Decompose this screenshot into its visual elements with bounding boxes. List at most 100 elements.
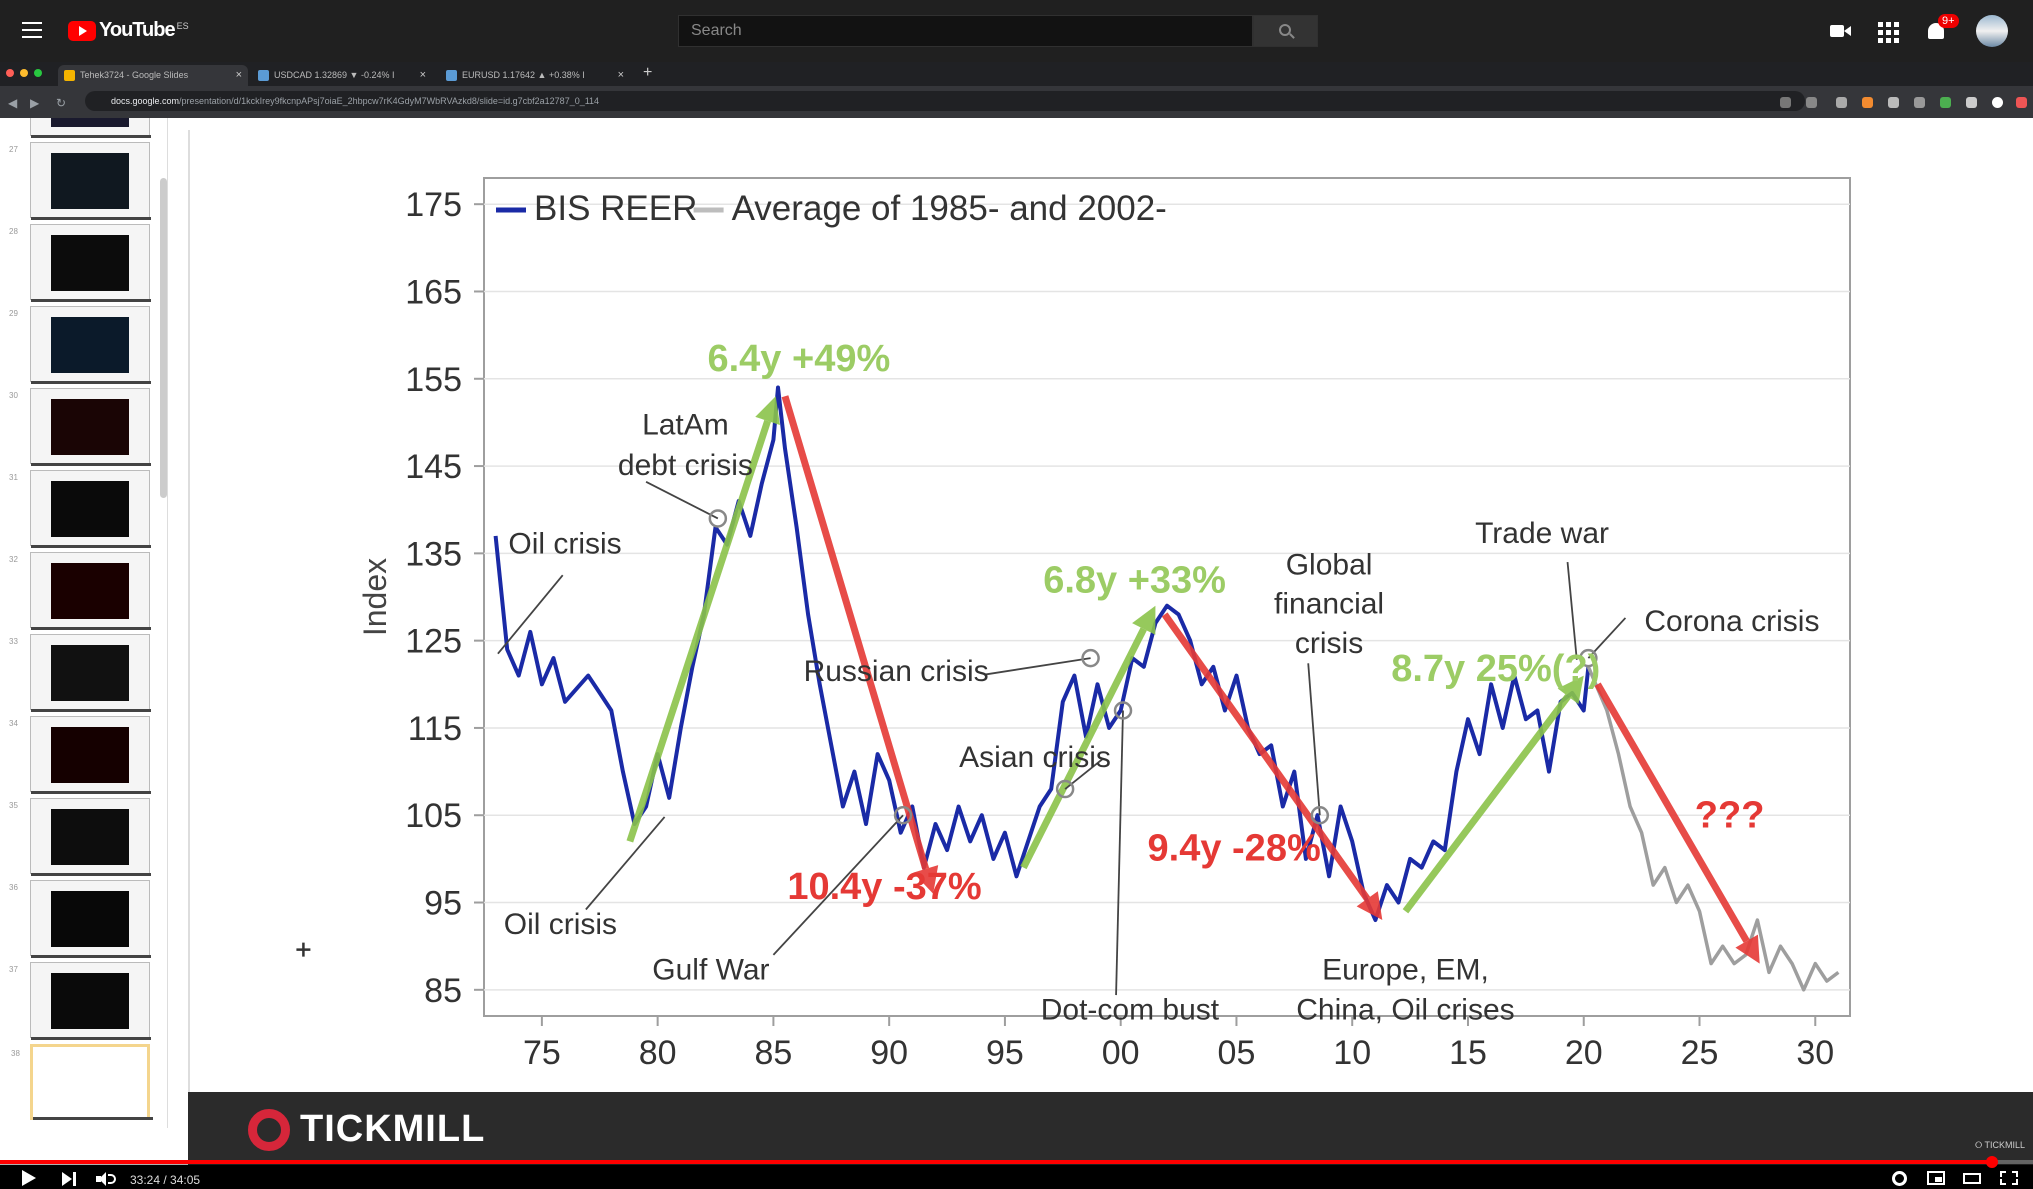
trend-arrow-shaft [1594, 682, 1750, 943]
slide-thumbnail[interactable]: 32 [9, 552, 151, 630]
trend-arrow-head [1132, 605, 1156, 635]
series-line-bis-reer [493, 385, 1591, 922]
thumbnail-preview [51, 973, 129, 1029]
minimize-window-icon[interactable] [20, 69, 28, 77]
slide-thumbnail[interactable]: 28 [9, 224, 151, 302]
close-tab-icon[interactable]: × [617, 69, 624, 81]
close-window-icon[interactable] [6, 69, 14, 77]
slide-thumbnail[interactable]: 37 [9, 962, 151, 1040]
maximize-window-icon[interactable] [34, 69, 42, 77]
extension-icon[interactable] [1836, 97, 1847, 108]
url-path: /presentation/d/1kckIrey9fkcnpAPsj7oiaE_… [179, 96, 600, 106]
slide-thumbnail[interactable]: 38 [11, 1044, 153, 1120]
trend-arrow-head [755, 396, 780, 425]
chart-annotation: ??? [1695, 794, 1765, 836]
annotation-leader-line [1307, 663, 1321, 816]
search-button[interactable] [1253, 15, 1318, 47]
slide-number: 29 [9, 309, 18, 318]
current-time: 33:24 [130, 1173, 161, 1187]
apps-grid-icon[interactable] [1878, 20, 1902, 43]
theater-mode-icon[interactable] [1963, 1173, 1981, 1184]
chart-annotation: China, Oil crises [1296, 993, 1514, 1026]
event-marker [1579, 648, 1598, 668]
menu-icon[interactable] [22, 22, 42, 38]
x-tick-label: 05 [1218, 1034, 1256, 1072]
trend-arrow-shaft [1402, 694, 1571, 914]
extension-icon[interactable] [1966, 97, 1977, 108]
slide-thumbnail[interactable]: 35 [9, 798, 151, 876]
slide-thumbnail[interactable]: 27 [9, 142, 151, 220]
slide-thumbnail[interactable]: 31 [9, 470, 151, 548]
extension-icon[interactable] [1888, 97, 1899, 108]
x-tick-label: 95 [986, 1034, 1024, 1072]
browser-tab[interactable]: USDCAD 1.32869 ▼ -0.24% I × [252, 65, 432, 86]
x-tick-label: 80 [639, 1034, 677, 1072]
youtube-header: YouTube ES Search 9+ [0, 0, 2033, 62]
slide-thumbnail[interactable]: 29 [9, 306, 151, 384]
miniplayer-icon[interactable] [1927, 1171, 1945, 1185]
slide-thumbnail[interactable]: 30 [9, 388, 151, 466]
chart-annotation: Gulf War [652, 953, 769, 986]
annotation-leader-line [1566, 561, 1578, 660]
slide-number: 38 [11, 1049, 20, 1058]
slide-footer: TICKMILL ⭘ TICKMILL [188, 1092, 2033, 1165]
notifications-bell-icon[interactable] [1925, 20, 1949, 42]
progress-bar[interactable] [0, 1156, 2033, 1168]
thumbnail-preview [51, 727, 129, 783]
profile-icon[interactable] [1992, 97, 2003, 108]
annotation-leader-line [585, 816, 666, 911]
install-icon[interactable] [1780, 97, 1791, 108]
extension-icon[interactable] [1862, 97, 1873, 108]
trend-arrow-shaft [626, 419, 771, 843]
mouse-cursor-icon [296, 942, 311, 957]
chart-annotation: Corona crisis [1644, 605, 1819, 638]
plot-frame [483, 177, 1851, 1017]
menu-dots-icon[interactable] [2016, 97, 2027, 108]
new-tab-button[interactable]: + [643, 64, 653, 81]
slide-thumbnail[interactable]: 36 [9, 880, 151, 958]
chart-annotation: Europe, EM, [1322, 953, 1489, 986]
close-tab-icon[interactable]: × [419, 69, 426, 81]
avatar[interactable] [1976, 15, 2008, 47]
slide-thumbnail[interactable]: 26 [30, 118, 151, 138]
browser-tab[interactable]: Tehek3724 - Google Slides × [58, 65, 248, 86]
video-player[interactable]: Tehek3724 - Google Slides × USDCAD 1.3286… [0, 62, 2033, 1165]
next-video-button[interactable] [62, 1172, 78, 1186]
youtube-logo[interactable]: YouTube ES [68, 19, 189, 42]
browser-tab[interactable]: EURUSD 1.17642 ▲ +0.38% I × [440, 65, 630, 86]
trend-arrow-head [1356, 891, 1383, 920]
slide-thumbnail[interactable]: 34 [9, 716, 151, 794]
slide-number: 28 [9, 227, 18, 236]
back-icon[interactable]: ◀ [8, 96, 18, 110]
star-icon[interactable] [1806, 97, 1817, 108]
y-tick-label: 135 [405, 535, 462, 573]
slide-thumbnail[interactable]: 33 [9, 634, 151, 712]
play-button[interactable] [22, 1170, 36, 1186]
y-tick-label: 175 [405, 186, 462, 224]
close-tab-icon[interactable]: × [235, 69, 242, 81]
progress-scrubber[interactable] [1986, 1156, 1999, 1168]
chart-annotation: 8.7y 25%(?) [1391, 648, 1600, 690]
extension-icon[interactable] [1940, 97, 1951, 108]
y-tick-label: 105 [405, 797, 462, 835]
settings-gear-icon[interactable] [1892, 1171, 1907, 1186]
thumbnail-preview [51, 891, 129, 947]
trend-arrow-head [1557, 675, 1584, 705]
search-input[interactable]: Search [678, 15, 1253, 47]
chart-favicon-icon [446, 70, 457, 81]
reload-icon[interactable]: ↻ [56, 96, 67, 110]
annotation-leader-line [1115, 710, 1124, 996]
create-video-icon[interactable] [1830, 20, 1854, 42]
chart-annotation: 6.4y +49% [707, 338, 890, 380]
address-bar[interactable]: docs.google.com/presentation/d/1kckIrey9… [85, 91, 1805, 111]
forward-icon[interactable]: ▶ [30, 96, 40, 110]
extension-icon[interactable] [1914, 97, 1925, 108]
x-tick-label: 30 [1796, 1034, 1834, 1072]
y-tick-label: 115 [408, 710, 462, 748]
time-display: 33:24 / 34:05 [130, 1173, 201, 1187]
event-marker [1310, 805, 1330, 825]
chart-annotation: 10.4y -37% [787, 866, 981, 908]
fullscreen-icon[interactable] [2000, 1171, 2018, 1185]
thumbnail-scrollbar[interactable] [160, 178, 167, 498]
volume-icon[interactable] [96, 1172, 118, 1186]
